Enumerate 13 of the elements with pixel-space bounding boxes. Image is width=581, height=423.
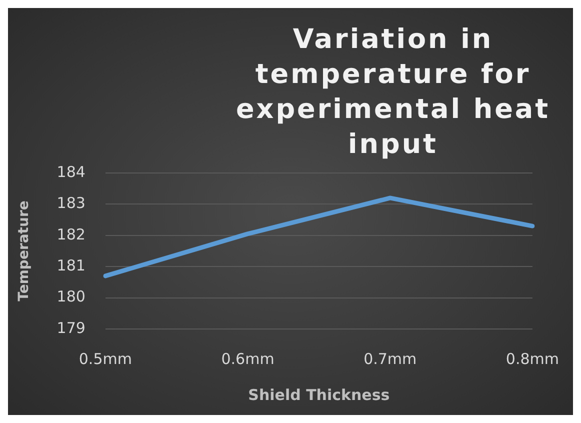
x-axis-title: Shield Thickness — [248, 386, 390, 404]
y-axis-title: Temperature — [16, 200, 32, 302]
x-tick-label: 0.7mm — [364, 350, 417, 368]
x-tick-label: 0.6mm — [221, 350, 274, 368]
x-tick-label: 0.8mm — [506, 350, 560, 368]
y-tick-label: 179 — [56, 318, 86, 337]
y-tick-label: 181 — [56, 256, 86, 274]
y-tick-label: 184 — [56, 162, 86, 181]
x-tick-label: 0.5mm — [78, 350, 132, 368]
chart-title: Variation in temperature for experimental heat input — [234, 23, 552, 162]
y-tick-label: 180 — [56, 288, 86, 306]
y-tick-label: 183 — [56, 194, 86, 212]
y-tick-label: 182 — [56, 225, 86, 244]
